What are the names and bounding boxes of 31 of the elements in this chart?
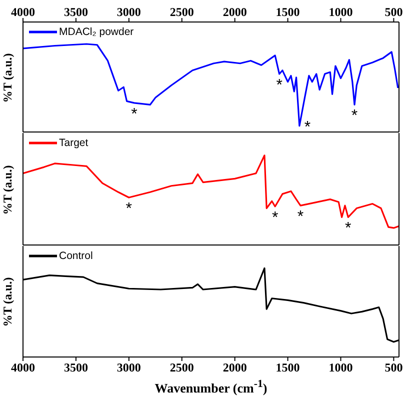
x2-tick-label: 500 bbox=[384, 5, 403, 19]
x-axis-title: Wavenumber (cm$^{-1}$) bbox=[154, 378, 268, 396]
x-tick-label: 4000 bbox=[11, 360, 35, 375]
x2-tick-label: 3000 bbox=[116, 5, 141, 19]
annotation: * bbox=[304, 118, 311, 136]
annotation: * bbox=[126, 200, 132, 218]
legend-label: Target bbox=[59, 137, 88, 149]
x2-tick-label: 2000 bbox=[222, 5, 247, 19]
annotation: * bbox=[276, 76, 282, 94]
x-tick-label: 1000 bbox=[328, 360, 353, 375]
x2-tick-label: 1500 bbox=[276, 5, 300, 19]
annotation: * bbox=[345, 220, 352, 238]
annotation: * bbox=[272, 209, 278, 226]
x-tick-label: 3500 bbox=[64, 360, 88, 375]
legend-label: Control bbox=[59, 250, 93, 262]
x-tick-label: 2000 bbox=[222, 360, 247, 375]
y-axis-title: %T (a.u.) bbox=[0, 164, 16, 214]
x2-tick-label: 1000 bbox=[328, 5, 353, 19]
annotation: * bbox=[297, 208, 304, 226]
x-tick-label: 500 bbox=[384, 360, 403, 375]
x-tick-label: 3000 bbox=[116, 360, 141, 375]
annotation: * bbox=[131, 106, 138, 123]
x2-tick-label: 3500 bbox=[64, 5, 88, 19]
y-axis-title: %T (a.u.) bbox=[0, 276, 16, 326]
annotation: * bbox=[351, 108, 358, 125]
x-tick-label: 2500 bbox=[170, 360, 194, 375]
x2-tick-label: 2500 bbox=[170, 5, 194, 19]
legend-label: MDACl₂ powder bbox=[59, 26, 134, 38]
x2-tick-label: 4000 bbox=[11, 5, 35, 19]
x-tick-label: 1500 bbox=[276, 360, 300, 375]
y-axis-title: %T (a.u.) bbox=[0, 52, 16, 102]
